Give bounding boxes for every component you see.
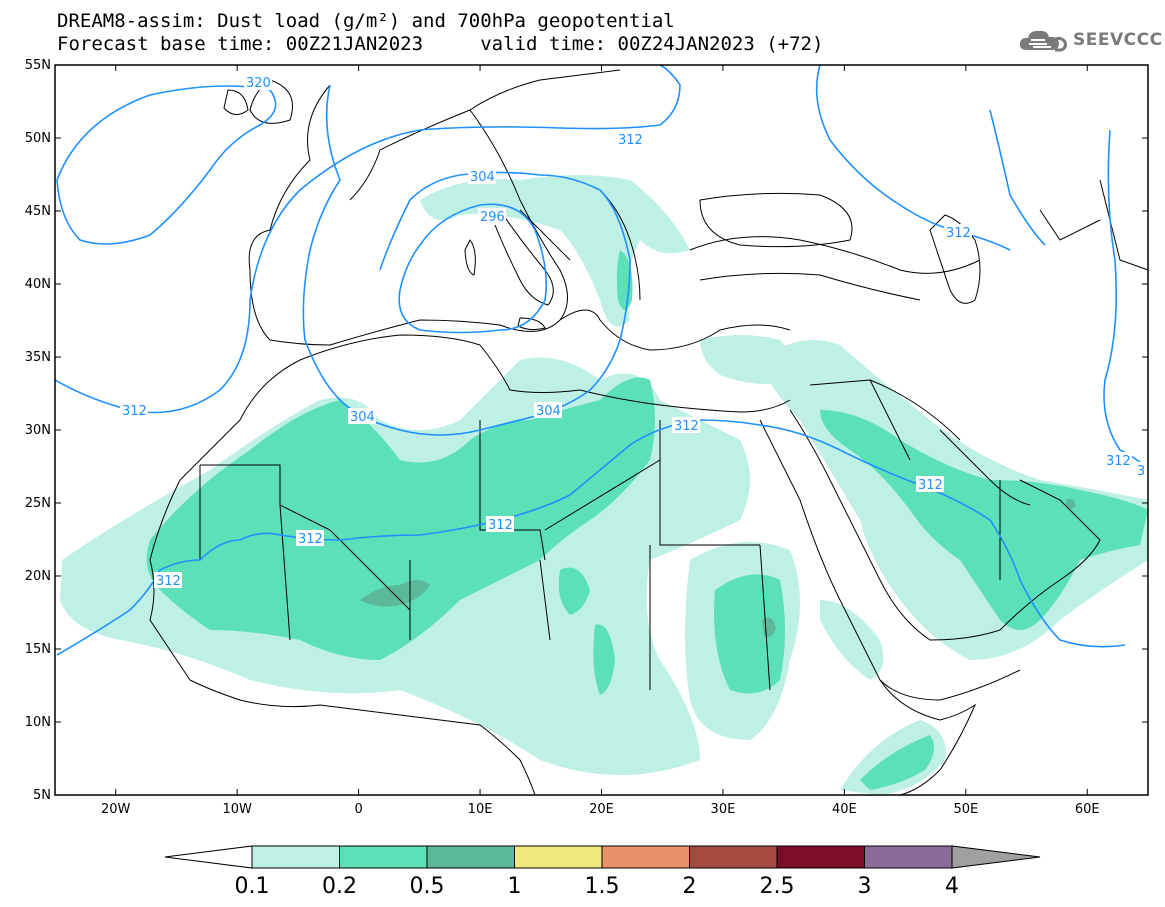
logo-text: SEEVCCC	[1073, 30, 1163, 50]
colorbar-box	[601, 845, 690, 869]
chart-subtitle: Forecast base time: 00Z21JAN2023 valid t…	[57, 33, 824, 55]
dust-area-mali-dark	[360, 580, 430, 607]
colorbar-label: 1	[508, 874, 522, 899]
lon-label: 20W	[101, 802, 131, 817]
lat-label: 35N	[25, 350, 51, 365]
lon-label: 50E	[953, 802, 978, 817]
colorbar-label: 4	[945, 874, 959, 899]
lat-label: 15N	[25, 642, 51, 657]
dust-load-shading	[60, 175, 1148, 795]
lat-label: 40N	[25, 277, 51, 292]
axis-ticks	[55, 64, 1148, 796]
dust-area-levant-light	[700, 335, 794, 384]
contour-label: 3	[1137, 464, 1145, 479]
dust-area-chad-medium	[558, 567, 590, 615]
contour-label: 296	[480, 210, 505, 225]
lat-label: 20N	[25, 569, 51, 584]
dust-area-arabia-medium	[820, 410, 1148, 630]
chart-title: DREAM8-assim: Dust load (g/m²) and 700hP…	[57, 10, 675, 32]
contour-label: 312	[674, 419, 699, 434]
latitude-labels: 55N 50N 45N 40N 35N 30N 25N 20N 15N 10N 5N	[25, 58, 51, 803]
contour-label: 312	[488, 518, 513, 533]
contour-label: 304	[536, 404, 561, 419]
colorbar-box	[339, 845, 428, 869]
lon-label: 10E	[468, 802, 493, 817]
lat-label: 25N	[25, 496, 51, 511]
colorbar-box	[251, 845, 340, 869]
lat-label: 55N	[25, 58, 51, 73]
contour-label: 312	[918, 478, 943, 493]
colorbar-label: 1.5	[585, 874, 620, 899]
colorbar-label: 3	[858, 874, 872, 899]
lon-label: 30E	[711, 802, 736, 817]
contour-296	[398, 203, 548, 334]
lat-label: 50N	[25, 131, 51, 146]
dust-area-sahara-medium	[146, 377, 655, 660]
contour-label: 312	[122, 404, 147, 419]
colorbar-under-arrow	[164, 845, 253, 869]
colorbar-label: 0.1	[235, 874, 270, 899]
dust-area-redsea-light	[820, 600, 884, 680]
contour-label: 312	[298, 532, 323, 547]
lon-label: 20E	[589, 802, 614, 817]
lat-label: 10N	[25, 715, 51, 730]
cloud-icon	[1019, 30, 1067, 52]
dust-area-somalia-medium	[860, 735, 934, 790]
contour-312-north	[54, 64, 681, 414]
lat-label: 30N	[25, 423, 51, 438]
contour-320-west	[56, 85, 277, 245]
lon-label: 0	[354, 802, 362, 817]
lon-label: 60E	[1075, 802, 1100, 817]
lon-label: 10W	[222, 802, 252, 817]
contour-label-group: 320 312 304 296 312 312 304 304 312 312 …	[120, 74, 1148, 589]
contour-label: 312	[156, 574, 181, 589]
colorbar-label: 2	[683, 874, 697, 899]
contour-312-south	[56, 419, 1126, 656]
dust-area-oman-dark	[1066, 498, 1076, 509]
colorbar-box	[514, 845, 603, 869]
colorbar-box	[864, 845, 953, 869]
contour-label: 304	[470, 170, 495, 185]
colorbar-label: 2.5	[760, 874, 795, 899]
lon-label: 40E	[832, 802, 857, 817]
colorbar-over-arrow	[951, 845, 1041, 869]
dust-area-sudan-medium	[593, 624, 615, 695]
contour-label: 312	[618, 133, 643, 148]
contour-label: 320	[246, 76, 271, 91]
contour-label: 312	[946, 226, 971, 241]
contour-label: 312	[1106, 454, 1131, 469]
colorbar-label: 0.2	[322, 874, 357, 899]
contour-label: 304	[350, 410, 375, 425]
dust-area-east-africa-medium	[714, 574, 785, 694]
lat-label: 45N	[25, 204, 51, 219]
colorbar-box	[776, 845, 865, 869]
colorbar: 0.1 0.2 0.5 1 1.5 2 2.5 3 4	[164, 845, 1041, 899]
colorbar-box	[689, 845, 778, 869]
colorbar-box	[426, 845, 515, 869]
coastlines-and-borders	[149, 69, 1149, 796]
seevccc-logo: SEEVCCC	[1017, 26, 1163, 54]
lat-label: 5N	[33, 788, 51, 803]
colorbar-label: 0.5	[410, 874, 445, 899]
longitude-labels: 20W 10W 0 10E 20E 30E 40E 50E 60E	[101, 802, 1100, 817]
